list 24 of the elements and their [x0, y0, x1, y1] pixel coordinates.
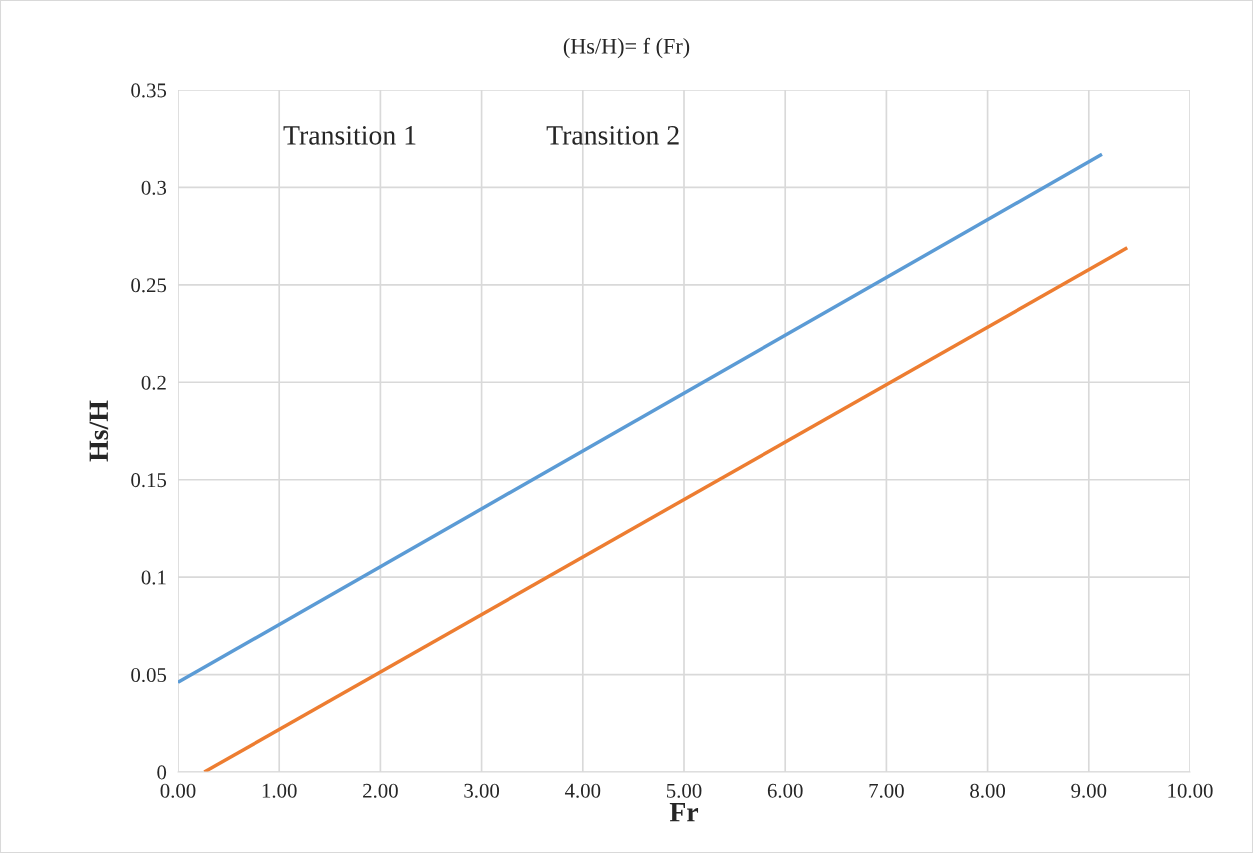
x-tick-label: 3.00 [464, 783, 500, 798]
y-tick-label: 0.35 [131, 83, 167, 98]
x-tick-label: 10.00 [1168, 783, 1213, 798]
y-axis-title: Hs/H [89, 400, 109, 462]
chart-title: (Hs/H)= f (Fr) [563, 37, 690, 59]
y-tick-label: 0.1 [141, 570, 166, 585]
y-tick-label: 0.3 [141, 180, 167, 195]
annotation: Transition 1 [283, 126, 416, 145]
x-tick-label: 7.00 [869, 783, 904, 798]
x-axis-title: Fr [669, 803, 699, 822]
y-tick-label: 0 [157, 765, 167, 780]
x-tick-label: 4.00 [564, 783, 601, 798]
x-tick-label: 5.00 [666, 783, 702, 798]
x-tick-label: 8.00 [970, 783, 1006, 798]
x-tick-label: 9.00 [1071, 783, 1107, 798]
y-tick-label: 0.15 [131, 473, 167, 488]
annotation: Transition 2 [546, 126, 679, 145]
x-tick-label: 0.00 [160, 783, 196, 798]
x-tick-label: 2.00 [363, 783, 398, 798]
y-tick-label: 0.2 [141, 375, 166, 390]
y-tick-label: 0.25 [131, 278, 167, 293]
x-tick-label: 1.00 [262, 783, 297, 798]
y-tick-label: 0.05 [131, 667, 167, 683]
x-tick-label: 6.00 [767, 783, 803, 798]
